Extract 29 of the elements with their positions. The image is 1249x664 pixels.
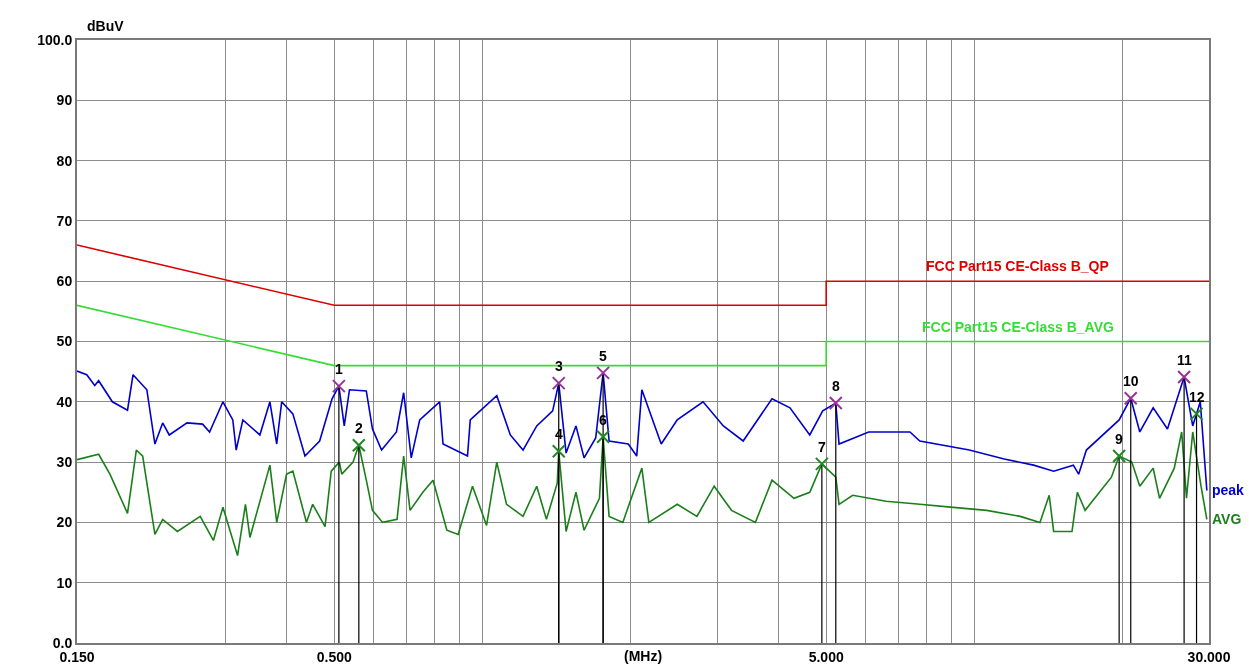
y-tick-label: 60: [56, 273, 73, 290]
y-tick-label: 40: [56, 393, 73, 410]
x-axis-title: (MHz): [624, 648, 663, 664]
annotation: 10: [1123, 373, 1139, 389]
series-label: peak: [1212, 482, 1245, 498]
series-label: FCC Part15 CE-Class B_QP: [926, 258, 1109, 274]
y-axis-title: dBuV: [87, 18, 125, 34]
x-tick-label: 30.000: [1187, 648, 1231, 664]
y-tick-label: 50: [56, 333, 73, 350]
annotation: 2: [355, 420, 363, 436]
y-tick-label: 80: [56, 152, 73, 169]
y-tick-label: 20: [56, 514, 73, 531]
y-tick-label: 90: [56, 92, 73, 109]
y-tick-label: 100.0: [37, 31, 73, 48]
y-tick-label: 0.0: [52, 634, 73, 651]
x-tick-label: 0.150: [59, 648, 95, 664]
annotation: 1: [335, 361, 343, 377]
annotation: 8: [832, 378, 840, 394]
annotation: 11: [1177, 352, 1193, 368]
annotation: 12: [1189, 389, 1205, 405]
y-tick-label: 70: [56, 212, 73, 229]
annotation: 7: [818, 439, 826, 455]
series-label: AVG: [1212, 511, 1242, 527]
x-tick-label: 5.000: [808, 648, 844, 664]
x-tick-label: 0.500: [316, 648, 352, 664]
y-tick-label: 10: [56, 574, 73, 591]
annotation: 5: [599, 348, 607, 364]
y-tick-label: 30: [56, 454, 73, 470]
annotation: 9: [1115, 431, 1123, 447]
